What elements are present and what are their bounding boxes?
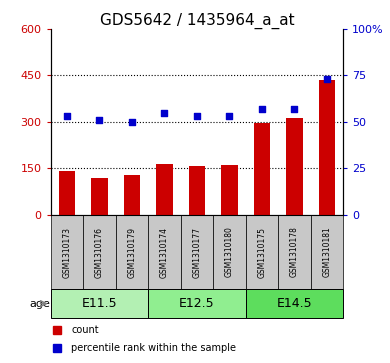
Bar	[246, 289, 343, 318]
Text: E11.5: E11.5	[82, 297, 117, 310]
Bar	[51, 215, 83, 289]
Bar	[213, 215, 246, 289]
Text: count: count	[71, 325, 99, 335]
Title: GDS5642 / 1435964_a_at: GDS5642 / 1435964_a_at	[99, 13, 294, 29]
Bar	[59, 171, 75, 215]
Bar	[51, 289, 148, 318]
Point	[259, 106, 265, 112]
Text: GSM1310177: GSM1310177	[192, 227, 202, 277]
Bar	[222, 165, 238, 215]
Point	[291, 106, 298, 112]
Bar	[156, 164, 172, 215]
Text: GSM1310174: GSM1310174	[160, 227, 169, 277]
Text: E14.5: E14.5	[277, 297, 312, 310]
Bar	[83, 215, 116, 289]
Text: age: age	[30, 299, 51, 309]
Bar	[91, 178, 108, 215]
Point	[161, 110, 168, 115]
Point	[64, 114, 70, 119]
Bar	[181, 215, 213, 289]
Point	[194, 114, 200, 119]
Bar	[278, 215, 311, 289]
Text: GSM1310181: GSM1310181	[323, 227, 332, 277]
Text: GSM1310175: GSM1310175	[257, 227, 266, 277]
Text: GSM1310176: GSM1310176	[95, 227, 104, 277]
Bar	[148, 289, 246, 318]
Bar	[246, 215, 278, 289]
Bar	[189, 166, 205, 215]
Text: GSM1310178: GSM1310178	[290, 227, 299, 277]
Bar	[148, 215, 181, 289]
Text: GSM1310180: GSM1310180	[225, 227, 234, 277]
Text: GSM1310173: GSM1310173	[62, 227, 71, 277]
Bar	[124, 175, 140, 215]
Bar	[286, 118, 303, 215]
Bar	[254, 123, 270, 215]
Point	[324, 76, 330, 82]
Text: E12.5: E12.5	[179, 297, 215, 310]
Bar	[311, 215, 343, 289]
Text: percentile rank within the sample: percentile rank within the sample	[71, 343, 236, 353]
Point	[96, 117, 103, 123]
Text: GSM1310179: GSM1310179	[128, 227, 136, 277]
Point	[226, 114, 232, 119]
Bar	[116, 215, 148, 289]
Bar	[319, 79, 335, 215]
Point	[129, 119, 135, 125]
